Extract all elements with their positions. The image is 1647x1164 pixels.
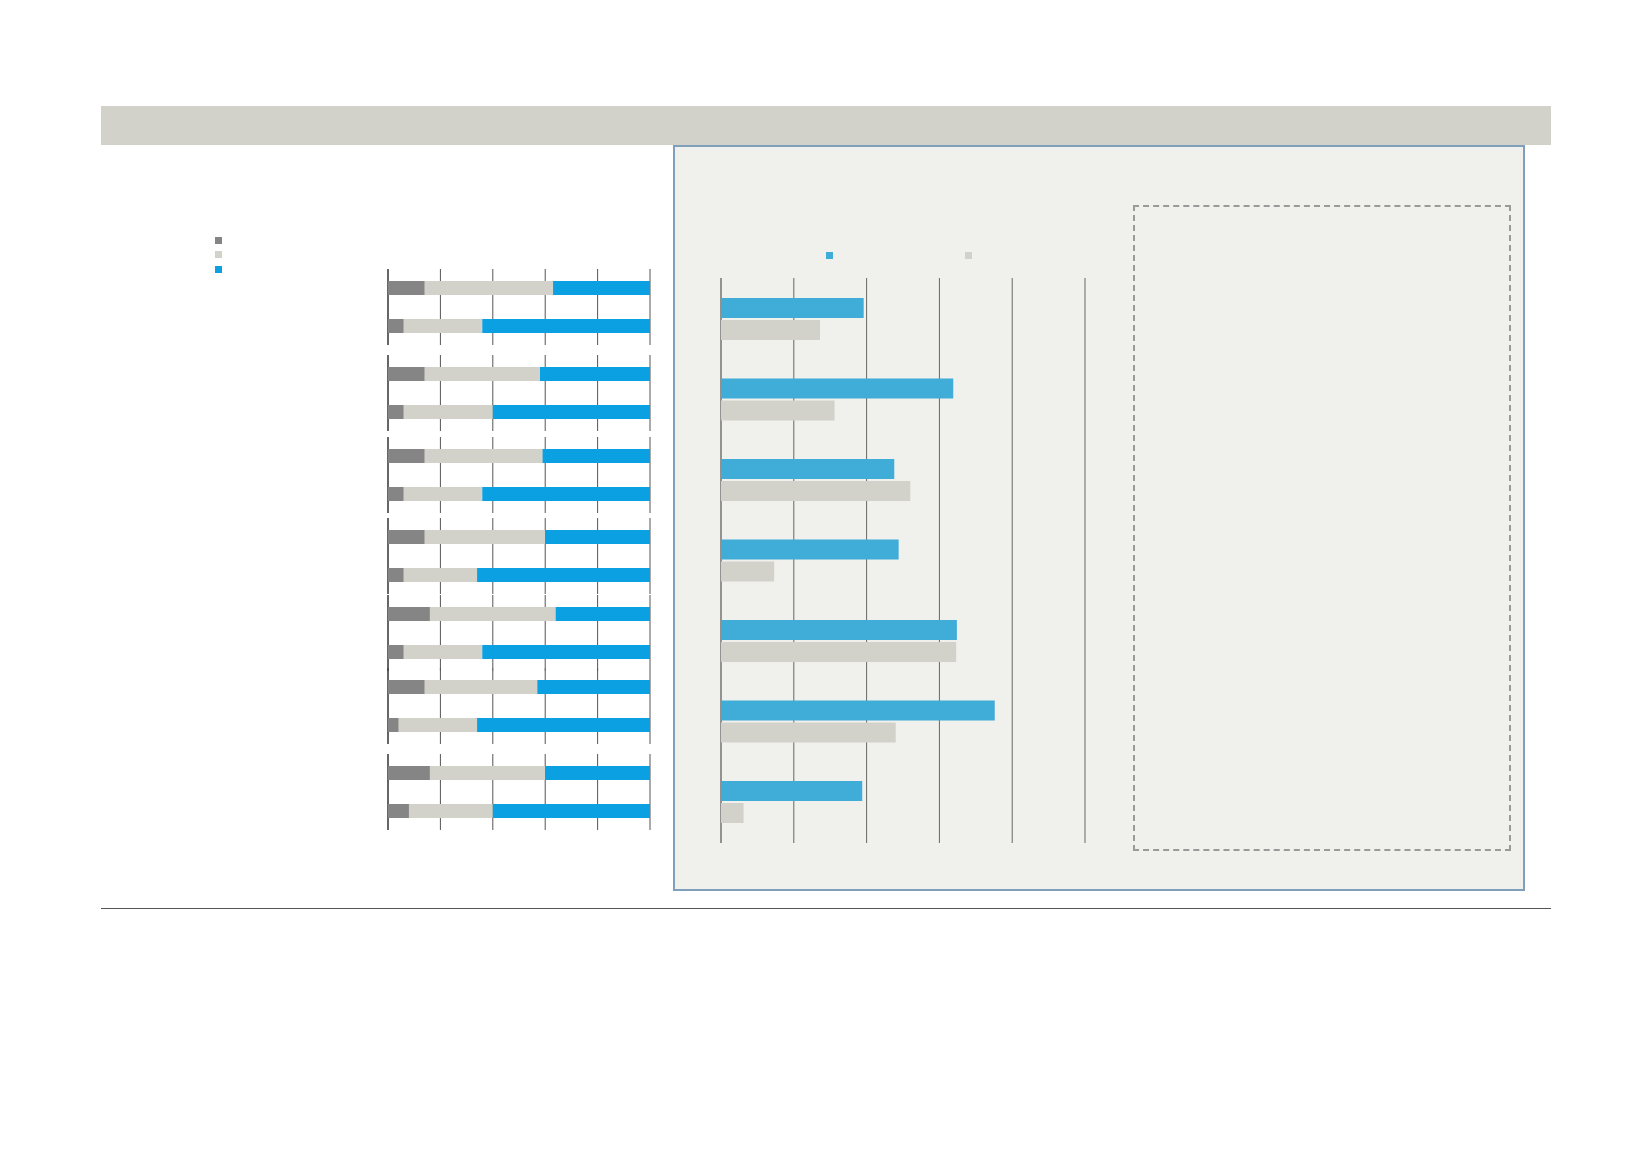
left-bar-segment [477,568,650,582]
left-bar-segment [403,645,483,659]
left-bar-segment [403,487,483,501]
left-bar-segment [403,319,483,333]
right-bar [721,378,954,399]
left-bar-segment [492,405,650,419]
left-bar-segment [388,718,399,732]
left-bar-segment [545,530,650,544]
left-bar-segment [424,367,540,381]
left-legend-swatch-0 [215,237,222,244]
left-bar-segment [388,766,430,780]
right-bar [721,539,899,560]
right-bar [721,481,911,501]
left-bar-segment [388,487,404,501]
left-bar-segment [492,804,650,818]
left-bar-segment [398,718,478,732]
right-bar [721,642,957,662]
left-bar-segment [429,766,546,780]
left-bar-segment [424,530,546,544]
left-bar-segment [542,449,650,463]
left-bar-segment [424,281,554,295]
left-bar-segment [403,405,493,419]
right-bar [721,803,744,823]
right-bar [721,722,896,743]
left-bar-segment [388,367,425,381]
right-panel [673,145,1525,891]
left-bar-segment [388,804,409,818]
left-bar-segment [388,319,404,333]
left-bar-segment [403,568,478,582]
annotation-box [1133,205,1511,851]
right-bar [721,781,863,801]
bottom-rule [101,908,1551,909]
left-bar-segment [388,449,425,463]
left-bar-segment [482,645,650,659]
left-bar-segment [408,804,493,818]
left-bar-segment [482,487,650,501]
right-bar [721,700,995,721]
left-bar-segment [388,645,404,659]
left-bar-segment [545,766,650,780]
left-bar-segment [429,607,556,621]
header-band [101,106,1551,145]
left-bar-segment [539,367,650,381]
left-legend-swatch-1 [215,251,222,258]
left-bar-segment [388,680,425,694]
left-bar-segment [388,607,430,621]
left-bar-segment [482,319,650,333]
left-bar-segment [388,568,404,582]
left-bar-segment [424,449,543,463]
left-bar-segment [424,680,538,694]
left-legend-swatch-2 [215,266,222,273]
right-bar [721,298,864,318]
right-bar [721,400,835,421]
right-legend-swatch-0 [826,252,833,259]
left-bar-segment [555,607,650,621]
left-bar-segment [537,680,650,694]
left-bar-segment [553,281,650,295]
left-bar-segment [477,718,650,732]
right-legend-swatch-1 [965,252,972,259]
right-bar [721,561,775,582]
left-bar-segment [388,405,404,419]
right-bar [721,620,957,640]
right-bar [721,459,895,479]
right-bar [721,320,821,340]
left-bar-segment [388,530,425,544]
left-bar-segment [388,281,425,295]
